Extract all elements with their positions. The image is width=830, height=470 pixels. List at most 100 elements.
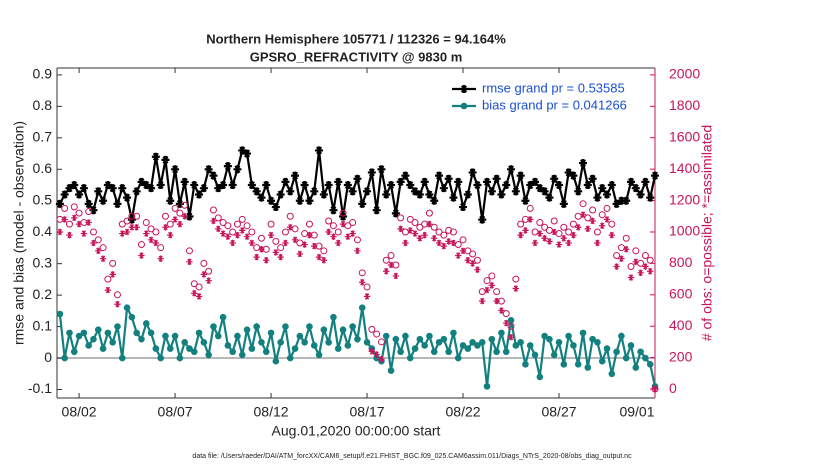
x-tick-label: 08/17 — [350, 404, 385, 420]
y-tick-label: 0.8 — [33, 97, 53, 113]
marker — [282, 239, 289, 247]
marker — [541, 235, 548, 242]
marker — [363, 283, 371, 291]
marker — [492, 174, 501, 183]
marker — [526, 204, 534, 212]
marker — [176, 354, 184, 362]
marker — [421, 231, 428, 239]
marker — [291, 236, 299, 244]
marker — [296, 250, 304, 258]
marker — [329, 206, 338, 215]
marker — [459, 247, 467, 255]
marker — [214, 184, 223, 193]
marker — [286, 187, 295, 196]
marker — [464, 257, 472, 264]
marker — [570, 342, 577, 349]
marker — [570, 231, 577, 239]
marker — [617, 244, 625, 252]
marker — [229, 239, 236, 247]
marker — [646, 361, 654, 368]
marker — [641, 177, 650, 186]
marker — [185, 212, 194, 221]
marker — [368, 348, 376, 355]
marker — [354, 247, 361, 255]
marker — [301, 241, 308, 248]
marker — [305, 196, 314, 205]
marker — [306, 323, 313, 330]
legend-marker — [460, 102, 468, 110]
marker — [445, 238, 452, 245]
marker — [449, 193, 458, 202]
marker — [522, 361, 529, 368]
marker — [387, 252, 395, 260]
marker — [531, 177, 540, 186]
marker — [407, 227, 414, 234]
marker — [181, 339, 188, 346]
y-tick-label: 0.3 — [33, 254, 53, 270]
marker — [430, 196, 439, 205]
marker — [397, 348, 404, 356]
marker — [588, 174, 597, 183]
marker — [426, 332, 433, 340]
marker — [325, 228, 332, 236]
marker — [66, 231, 73, 239]
marker — [95, 247, 102, 255]
marker — [382, 332, 390, 340]
marker — [186, 345, 193, 352]
marker — [252, 187, 261, 196]
marker — [631, 184, 640, 193]
marker — [444, 174, 453, 183]
marker — [205, 351, 212, 359]
marker — [344, 342, 352, 349]
marker — [80, 230, 88, 237]
marker — [315, 351, 323, 359]
marker — [161, 155, 170, 164]
marker — [271, 203, 280, 212]
marker — [459, 236, 467, 244]
marker — [195, 190, 204, 199]
marker — [632, 247, 640, 255]
marker — [291, 171, 300, 180]
marker — [622, 354, 630, 362]
marker — [137, 241, 145, 249]
marker — [99, 255, 107, 262]
y-tick-label: 0.9 — [33, 66, 53, 82]
marker — [138, 252, 145, 259]
marker — [65, 184, 74, 193]
marker — [545, 193, 554, 202]
y2-tick-label: 1600 — [669, 128, 700, 144]
marker — [555, 339, 563, 346]
marker — [440, 242, 448, 250]
marker — [94, 187, 103, 196]
marker — [320, 326, 328, 334]
marker — [85, 342, 92, 349]
legend-box — [450, 78, 648, 118]
marker — [535, 184, 544, 193]
marker — [363, 293, 371, 300]
marker — [603, 190, 612, 199]
marker — [99, 244, 107, 252]
marker — [603, 345, 611, 352]
marker — [464, 345, 472, 352]
marker — [488, 335, 496, 343]
marker — [483, 177, 492, 186]
marker — [593, 228, 601, 236]
marker — [584, 225, 592, 233]
marker — [257, 193, 266, 202]
marker — [118, 184, 127, 193]
marker — [128, 313, 136, 321]
marker — [546, 238, 553, 245]
marker — [349, 219, 357, 227]
marker — [512, 275, 520, 283]
x-axis-label: Aug.01,2020 00:00:00 start — [272, 423, 441, 439]
marker — [469, 339, 476, 346]
marker — [507, 322, 515, 330]
marker — [555, 241, 563, 248]
marker — [349, 230, 356, 237]
marker — [445, 226, 453, 234]
marker — [406, 354, 414, 362]
marker — [200, 339, 208, 346]
marker — [536, 230, 544, 237]
marker — [440, 335, 448, 343]
marker — [306, 231, 313, 239]
